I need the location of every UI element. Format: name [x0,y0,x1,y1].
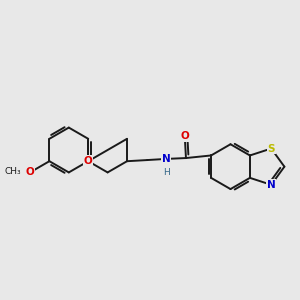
Text: N: N [267,180,276,190]
Text: CH₃: CH₃ [4,167,21,176]
Text: O: O [26,167,34,177]
Text: N: N [162,154,171,164]
Text: H: H [164,167,170,176]
Text: S: S [268,143,275,154]
Text: O: O [180,131,189,141]
Text: O: O [84,156,93,166]
